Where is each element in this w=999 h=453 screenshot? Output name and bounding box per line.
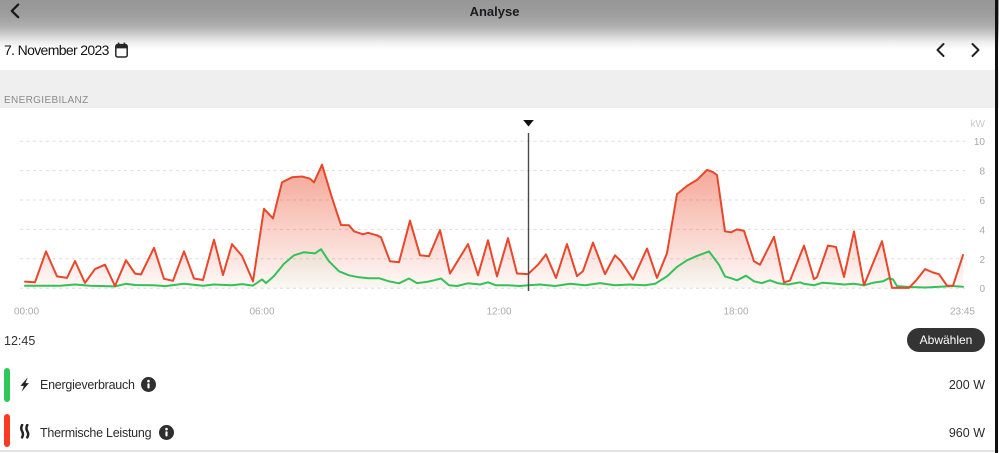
- svg-text:4: 4: [979, 225, 985, 236]
- svg-text:00:00: 00:00: [14, 307, 39, 318]
- svg-text:2: 2: [979, 255, 985, 266]
- svg-text:23:45: 23:45: [950, 307, 975, 318]
- svg-text:kW: kW: [971, 119, 986, 130]
- svg-text:8: 8: [979, 167, 985, 178]
- svg-text:0: 0: [979, 284, 985, 295]
- svg-text:18:00: 18:00: [723, 307, 748, 318]
- svg-text:06:00: 06:00: [249, 307, 274, 318]
- svg-text:12:00: 12:00: [486, 307, 511, 318]
- svg-text:6: 6: [979, 196, 985, 207]
- svg-text:10: 10: [974, 137, 986, 148]
